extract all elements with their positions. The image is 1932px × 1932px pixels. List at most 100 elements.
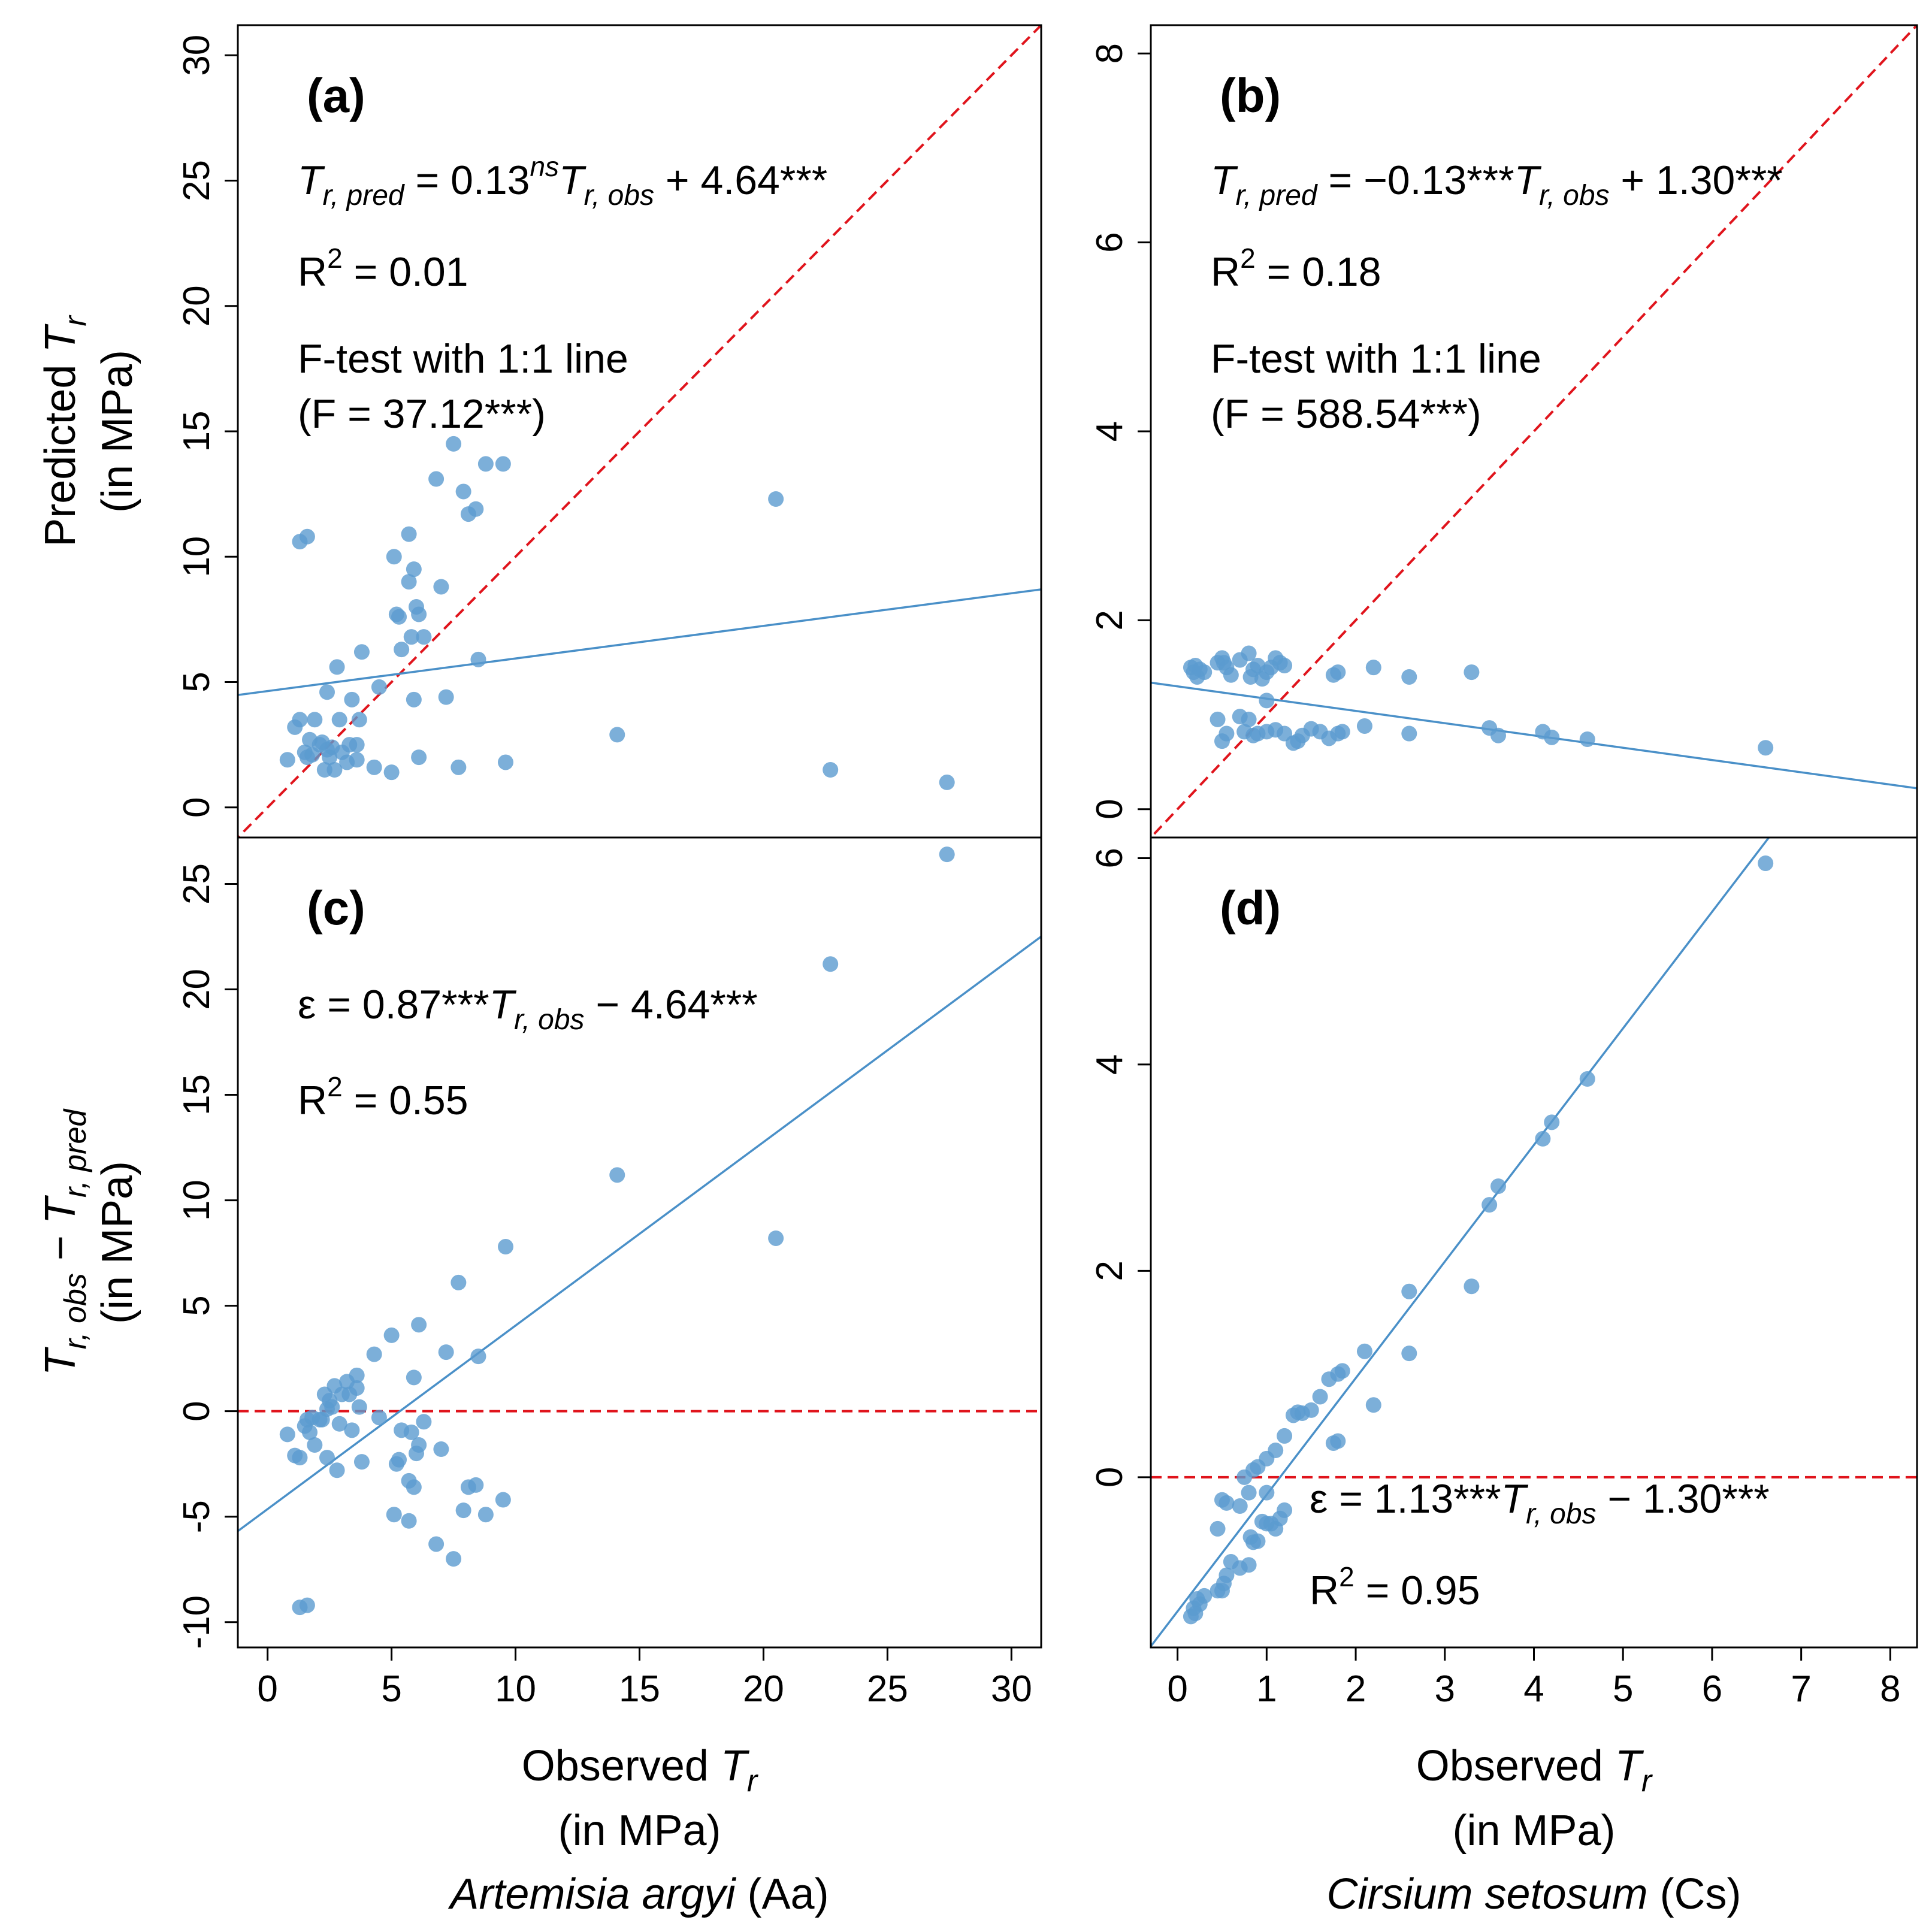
- data-point: [411, 749, 427, 766]
- x-tick-label: 30: [991, 1668, 1032, 1710]
- data-point: [411, 1437, 427, 1453]
- data-point: [1490, 1178, 1507, 1195]
- data-point: [1464, 1278, 1480, 1295]
- species-code: (Cs): [1648, 1870, 1741, 1918]
- xlabel-sub: r: [747, 1764, 759, 1798]
- data-point: [371, 1410, 387, 1426]
- data-point: [1481, 1197, 1498, 1213]
- data-point: [1401, 1283, 1417, 1299]
- eq-var-sub: r, obs: [1539, 180, 1609, 211]
- xlabel-var: T: [1615, 1742, 1644, 1790]
- lines-c: [238, 935, 1041, 1532]
- r-squared: R2 = 0.95: [1310, 1561, 1480, 1613]
- data-point: [768, 1230, 784, 1246]
- species-code: (Aa): [736, 1870, 829, 1918]
- ylabel-sub2: r, pred: [58, 1108, 93, 1198]
- data-point: [1210, 1520, 1226, 1537]
- data-point: [1259, 693, 1275, 709]
- data-point: [401, 1513, 417, 1529]
- data-point: [1579, 1071, 1595, 1087]
- data-point: [279, 752, 295, 768]
- y-axis-title-line2: (in MPa): [93, 1161, 141, 1324]
- data-point: [1196, 664, 1213, 681]
- ylabel-var: T: [37, 323, 84, 353]
- y-tick-label: 10: [176, 536, 217, 578]
- eq-intercept: − 1.30***: [1597, 1476, 1770, 1522]
- xlabel-var: T: [721, 1742, 750, 1790]
- data-point: [401, 526, 417, 542]
- x-tick-label: 20: [743, 1668, 784, 1710]
- data-point: [433, 1441, 449, 1458]
- data-point: [319, 1450, 335, 1466]
- data-point: [455, 1502, 471, 1519]
- r2-value: = 0.18: [1256, 249, 1381, 295]
- data-point: [470, 1349, 486, 1365]
- data-point: [446, 436, 462, 452]
- data-point: [1241, 711, 1257, 727]
- x-tick-label: 7: [1791, 1668, 1811, 1710]
- x-tick-label: 0: [1167, 1668, 1187, 1710]
- data-point: [319, 742, 335, 758]
- data-point: [349, 1367, 365, 1383]
- data-point: [383, 764, 400, 781]
- data-point: [1544, 1114, 1560, 1130]
- data-point: [1210, 711, 1226, 727]
- y-tick-label: 0: [1089, 1467, 1130, 1487]
- y-tick-label: 25: [176, 160, 217, 201]
- lines-a: [238, 25, 1041, 837]
- panel-label: (b): [1220, 69, 1281, 122]
- data-point: [477, 1507, 494, 1523]
- data-point: [349, 737, 365, 753]
- equation: Tr, pred = 0.13nsTr, obs + 4.64***: [298, 151, 827, 211]
- data-point: [1334, 1363, 1350, 1379]
- data-point: [279, 1426, 295, 1443]
- x-tick-label: 1: [1256, 1668, 1277, 1710]
- y-axis-title: Tr, obs − Tr, pred(in MPa): [37, 1108, 141, 1376]
- ylabel-t1: T: [37, 1346, 84, 1375]
- r2-value: = 0.01: [343, 249, 468, 295]
- data-point: [1250, 1533, 1266, 1549]
- regression-line: [1151, 681, 1917, 790]
- data-point: [391, 1452, 407, 1468]
- data-point: [1259, 1484, 1275, 1501]
- eq-lhs: T: [1211, 158, 1238, 203]
- r-squared: R2 = 0.18: [1211, 243, 1381, 295]
- eq-lhs-sub: r, pred: [323, 180, 405, 211]
- data-point: [438, 1344, 454, 1360]
- data-point: [351, 1399, 367, 1415]
- data-point: [428, 1536, 445, 1552]
- data-point: [403, 1424, 419, 1440]
- y-tick-label: -10: [176, 1595, 217, 1649]
- data-point: [349, 752, 365, 768]
- data-point: [823, 956, 839, 972]
- y-tick-label: 5: [176, 1295, 217, 1316]
- panel-label: (d): [1220, 881, 1281, 935]
- data-point: [468, 501, 484, 517]
- data-point: [451, 1274, 467, 1290]
- data-point: [331, 1416, 347, 1432]
- data-point: [498, 754, 513, 770]
- ylabel-mid: − T: [37, 1195, 84, 1273]
- y-tick-label: 4: [1089, 1054, 1130, 1075]
- ftest-line1: F-test with 1:1 line: [1211, 336, 1541, 382]
- ylabel-sub: r: [58, 315, 93, 326]
- data-point: [319, 684, 335, 700]
- data-point: [326, 762, 343, 778]
- data-point: [1401, 725, 1417, 742]
- data-point: [451, 759, 467, 775]
- data-point: [1330, 1433, 1346, 1449]
- data-point: [319, 1401, 335, 1417]
- eq-lhs-sub: r, pred: [1236, 180, 1318, 211]
- data-point: [1544, 729, 1560, 745]
- data-point: [609, 1167, 625, 1183]
- data-point: [768, 491, 784, 507]
- y-tick-label: 2: [1089, 610, 1130, 630]
- eq-var-sub: r, obs: [584, 180, 654, 211]
- data-point: [411, 606, 427, 622]
- data-point: [1401, 1346, 1417, 1362]
- data-point: [386, 1507, 402, 1523]
- y-tick-label: 0: [176, 1401, 217, 1421]
- eq-var-sub: r, obs: [1526, 1498, 1596, 1530]
- r2-label: R: [1310, 1568, 1339, 1613]
